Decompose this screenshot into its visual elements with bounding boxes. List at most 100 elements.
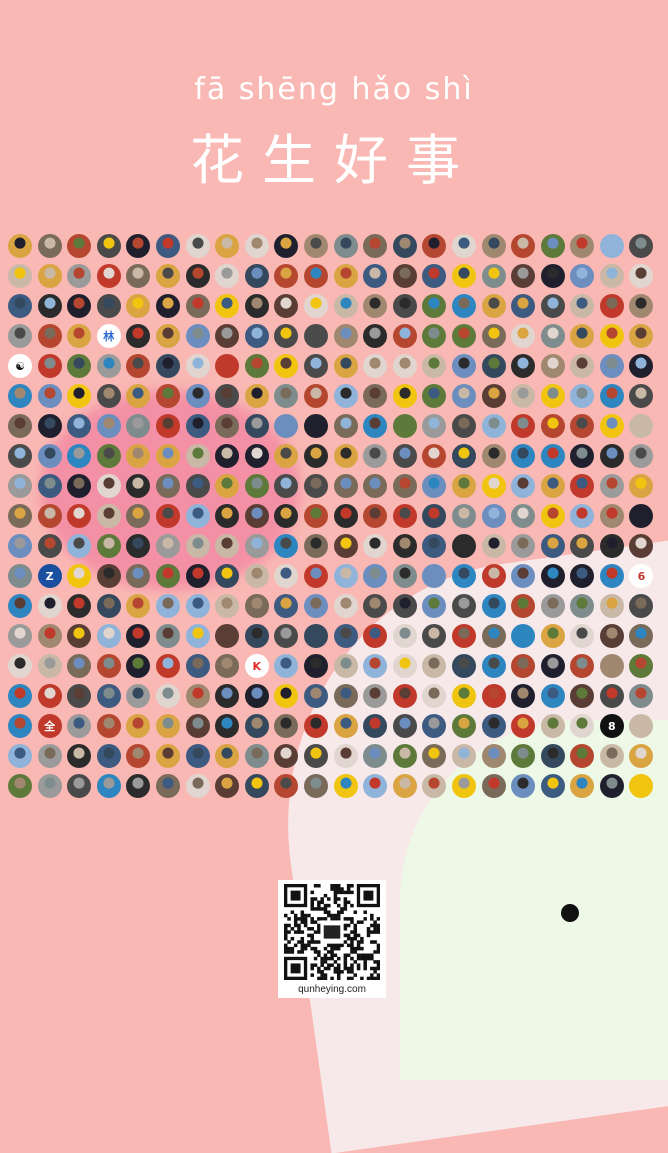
avatar[interactable] bbox=[333, 744, 358, 768]
avatar[interactable] bbox=[422, 624, 447, 648]
avatar[interactable] bbox=[126, 624, 151, 648]
avatar[interactable] bbox=[244, 444, 269, 468]
avatar[interactable] bbox=[333, 504, 358, 528]
avatar[interactable] bbox=[451, 324, 476, 348]
avatar[interactable] bbox=[570, 294, 595, 318]
avatar[interactable] bbox=[8, 504, 32, 528]
avatar[interactable] bbox=[422, 264, 447, 288]
avatar[interactable] bbox=[511, 534, 536, 558]
avatar[interactable] bbox=[274, 684, 299, 708]
avatar[interactable] bbox=[244, 234, 269, 258]
avatar[interactable] bbox=[599, 354, 624, 378]
avatar[interactable] bbox=[540, 774, 565, 798]
avatar[interactable] bbox=[511, 324, 536, 348]
avatar[interactable] bbox=[599, 654, 624, 678]
avatar[interactable] bbox=[481, 564, 506, 588]
avatar[interactable] bbox=[274, 234, 299, 258]
avatar[interactable] bbox=[126, 264, 151, 288]
avatar[interactable] bbox=[244, 534, 269, 558]
avatar[interactable] bbox=[511, 234, 536, 258]
avatar[interactable] bbox=[67, 654, 92, 678]
avatar[interactable] bbox=[363, 354, 388, 378]
avatar[interactable] bbox=[96, 744, 121, 768]
avatar[interactable] bbox=[185, 534, 210, 558]
avatar[interactable] bbox=[422, 414, 447, 438]
avatar[interactable] bbox=[215, 384, 240, 408]
avatar[interactable] bbox=[215, 474, 240, 498]
avatar[interactable] bbox=[422, 444, 447, 468]
avatar[interactable] bbox=[185, 324, 210, 348]
avatar[interactable] bbox=[422, 234, 447, 258]
avatar[interactable] bbox=[570, 444, 595, 468]
avatar[interactable] bbox=[126, 444, 151, 468]
avatar[interactable] bbox=[511, 684, 536, 708]
avatar[interactable] bbox=[451, 384, 476, 408]
avatar[interactable] bbox=[37, 324, 62, 348]
avatar[interactable] bbox=[333, 294, 358, 318]
avatar[interactable] bbox=[185, 744, 210, 768]
avatar[interactable] bbox=[392, 564, 417, 588]
avatar[interactable] bbox=[126, 474, 151, 498]
avatar[interactable] bbox=[540, 564, 565, 588]
avatar[interactable] bbox=[333, 354, 358, 378]
avatar[interactable] bbox=[570, 594, 595, 618]
avatar[interactable] bbox=[185, 264, 210, 288]
avatar[interactable] bbox=[481, 294, 506, 318]
avatar[interactable] bbox=[392, 744, 417, 768]
avatar[interactable] bbox=[185, 684, 210, 708]
avatar[interactable] bbox=[333, 264, 358, 288]
avatar[interactable] bbox=[37, 384, 62, 408]
avatar[interactable] bbox=[8, 774, 32, 798]
avatar[interactable] bbox=[274, 624, 299, 648]
avatar[interactable] bbox=[37, 444, 62, 468]
avatar[interactable] bbox=[451, 594, 476, 618]
avatar[interactable] bbox=[303, 714, 328, 738]
avatar[interactable] bbox=[392, 624, 417, 648]
avatar[interactable] bbox=[37, 294, 62, 318]
avatar[interactable] bbox=[155, 714, 180, 738]
avatar[interactable] bbox=[155, 684, 180, 708]
avatar[interactable] bbox=[363, 384, 388, 408]
avatar[interactable] bbox=[67, 714, 92, 738]
avatar[interactable] bbox=[8, 564, 32, 588]
avatar[interactable] bbox=[333, 774, 358, 798]
avatar[interactable] bbox=[96, 264, 121, 288]
avatar[interactable] bbox=[363, 684, 388, 708]
avatar[interactable] bbox=[274, 744, 299, 768]
avatar[interactable] bbox=[570, 474, 595, 498]
avatar[interactable] bbox=[540, 384, 565, 408]
avatar[interactable] bbox=[274, 384, 299, 408]
avatar[interactable] bbox=[67, 684, 92, 708]
avatar[interactable] bbox=[96, 384, 121, 408]
avatar[interactable] bbox=[451, 294, 476, 318]
avatar[interactable] bbox=[599, 624, 624, 648]
avatar[interactable] bbox=[599, 594, 624, 618]
avatar[interactable] bbox=[570, 774, 595, 798]
avatar[interactable] bbox=[155, 324, 180, 348]
avatar[interactable] bbox=[481, 534, 506, 558]
avatar[interactable] bbox=[215, 684, 240, 708]
avatar[interactable] bbox=[155, 744, 180, 768]
avatar[interactable] bbox=[333, 414, 358, 438]
avatar[interactable] bbox=[570, 384, 595, 408]
avatar[interactable] bbox=[363, 654, 388, 678]
avatar[interactable] bbox=[96, 354, 121, 378]
avatar[interactable] bbox=[363, 564, 388, 588]
avatar[interactable] bbox=[215, 774, 240, 798]
avatar[interactable] bbox=[215, 444, 240, 468]
avatar[interactable] bbox=[244, 324, 269, 348]
avatar[interactable] bbox=[481, 324, 506, 348]
avatar[interactable] bbox=[392, 354, 417, 378]
avatar[interactable] bbox=[540, 444, 565, 468]
avatar[interactable] bbox=[451, 564, 476, 588]
avatar[interactable] bbox=[67, 624, 92, 648]
avatar[interactable] bbox=[126, 384, 151, 408]
avatar[interactable] bbox=[96, 594, 121, 618]
avatar[interactable] bbox=[363, 234, 388, 258]
avatar[interactable] bbox=[511, 354, 536, 378]
avatar[interactable] bbox=[570, 324, 595, 348]
avatar[interactable] bbox=[363, 264, 388, 288]
avatar[interactable] bbox=[481, 594, 506, 618]
avatar[interactable] bbox=[540, 264, 565, 288]
avatar[interactable] bbox=[126, 774, 151, 798]
